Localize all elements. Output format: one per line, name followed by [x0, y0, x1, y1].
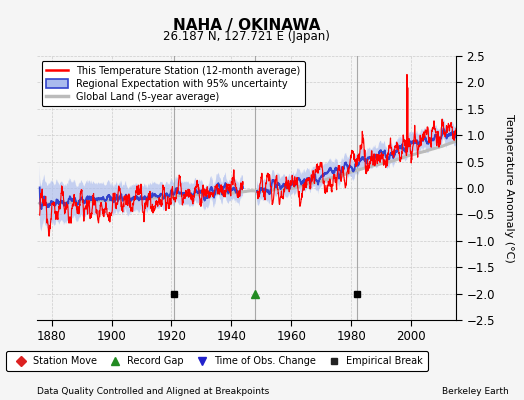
Text: Berkeley Earth: Berkeley Earth [442, 387, 508, 396]
Text: NAHA / OKINAWA: NAHA / OKINAWA [172, 18, 320, 33]
Y-axis label: Temperature Anomaly (°C): Temperature Anomaly (°C) [504, 114, 514, 262]
Text: Data Quality Controlled and Aligned at Breakpoints: Data Quality Controlled and Aligned at B… [37, 387, 269, 396]
Text: 26.187 N, 127.721 E (Japan): 26.187 N, 127.721 E (Japan) [163, 30, 330, 43]
Legend: Station Move, Record Gap, Time of Obs. Change, Empirical Break: Station Move, Record Gap, Time of Obs. C… [6, 351, 428, 371]
